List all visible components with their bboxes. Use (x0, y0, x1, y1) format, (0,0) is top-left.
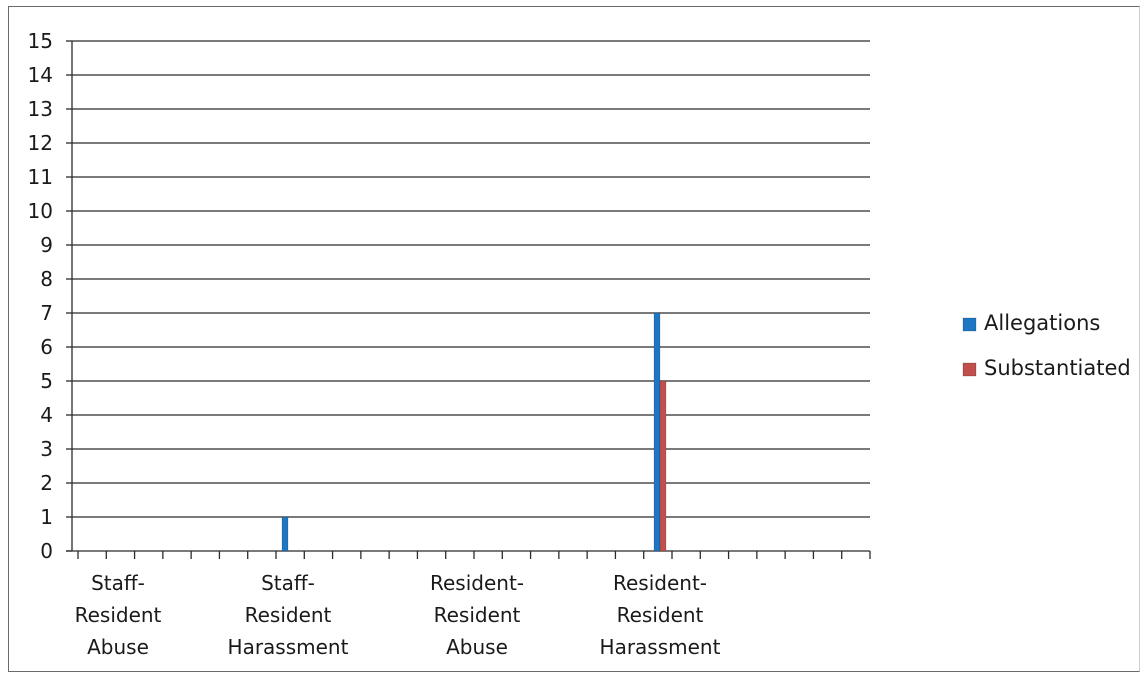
category-label-line: Resident- (613, 571, 707, 595)
y-tick-label: 1 (40, 505, 53, 529)
category-label-line: Resident- (430, 571, 524, 595)
y-tick-label: 10 (28, 199, 53, 223)
y-tick-label: 4 (40, 403, 53, 427)
category-label-line: Resident (245, 603, 332, 627)
category-label-line: Abuse (446, 635, 508, 659)
category-label-line: Harassment (228, 635, 349, 659)
y-tick-label: 3 (40, 437, 53, 461)
bar-allegations-2 (281, 516, 289, 552)
category-label-line: Staff- (91, 571, 145, 595)
legend: Allegations Substantiated (962, 311, 1131, 380)
y-tick-label: 7 (40, 301, 53, 325)
x-category-label: Staff- Resident Abuse (75, 571, 162, 659)
y-tick-label: 2 (40, 471, 53, 495)
y-tick-label: 12 (28, 131, 53, 155)
legend-swatch-substantiated (962, 362, 977, 377)
x-axis-category-labels: Staff- Resident Abuse Staff- Resident Harassm… (75, 571, 721, 659)
category-label-line: Harassment (600, 635, 721, 659)
category-label-line: Resident (434, 603, 521, 627)
x-category-label: Resident- Resident Harassment (600, 571, 721, 659)
y-tick-label: 15 (28, 29, 53, 53)
y-tick-label: 14 (28, 63, 53, 87)
y-tick-label: 11 (28, 165, 53, 189)
y-tick-label: 13 (28, 97, 53, 121)
category-label-line: Resident (617, 603, 704, 627)
x-category-label: Resident- Resident Abuse (430, 571, 524, 659)
y-tick-label: 5 (40, 369, 53, 393)
chart-frame (8, 6, 1140, 672)
bar-allegations-4 (653, 312, 661, 552)
axes (66, 40, 871, 559)
x-category-label: Staff- Resident Harassment (228, 571, 349, 659)
bars (281, 312, 667, 552)
bar-substantiated-4 (659, 380, 667, 552)
gridlines (72, 40, 870, 518)
legend-label-allegations: Allegations (984, 311, 1100, 335)
y-tick-label: 9 (40, 233, 53, 257)
category-label-line: Abuse (87, 635, 149, 659)
category-label-line: Staff- (261, 571, 315, 595)
category-label-line: Resident (75, 603, 162, 627)
legend-swatch-allegations (962, 317, 977, 332)
y-tick-label: 6 (40, 335, 53, 359)
y-tick-label: 8 (40, 267, 53, 291)
legend-label-substantiated: Substantiated (984, 356, 1131, 380)
y-tick-label: 0 (40, 539, 53, 563)
